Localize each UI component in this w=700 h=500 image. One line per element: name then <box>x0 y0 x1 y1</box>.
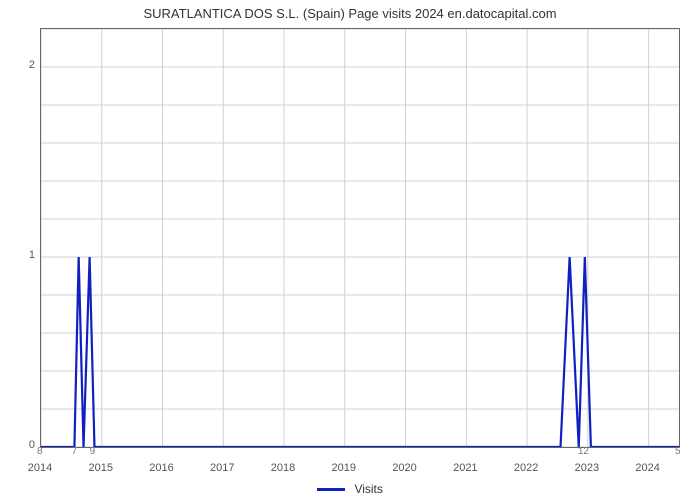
y-tick-label: 1 <box>5 249 35 261</box>
y-tick-label: 0 <box>5 439 35 451</box>
data-point-label: 12 <box>578 446 589 457</box>
x-tick-label: 2016 <box>142 462 182 474</box>
data-point-label: 5 <box>675 446 681 457</box>
legend: Visits <box>0 482 700 496</box>
x-tick-label: 2015 <box>81 462 121 474</box>
x-tick-label: 2019 <box>324 462 364 474</box>
grid-lines <box>41 29 679 447</box>
x-tick-label: 2020 <box>385 462 425 474</box>
x-tick-label: 2014 <box>20 462 60 474</box>
x-tick-label: 2022 <box>506 462 546 474</box>
plot-svg <box>41 29 679 447</box>
y-tick-label: 2 <box>5 59 35 71</box>
x-tick-label: 2021 <box>445 462 485 474</box>
legend-swatch <box>317 488 345 491</box>
legend-label: Visits <box>354 482 382 496</box>
series-line-visits <box>41 257 679 447</box>
x-tick-label: 2017 <box>202 462 242 474</box>
x-tick-label: 2023 <box>567 462 607 474</box>
chart-container: SURATLANTICA DOS S.L. (Spain) Page visit… <box>0 0 700 500</box>
data-point-label: 8 <box>37 446 43 457</box>
plot-area <box>40 28 680 448</box>
data-point-label: 9 <box>90 446 96 457</box>
x-tick-label: 2018 <box>263 462 303 474</box>
chart-title: SURATLANTICA DOS S.L. (Spain) Page visit… <box>0 0 700 21</box>
data-point-label: 7 <box>72 446 78 457</box>
x-tick-label: 2024 <box>628 462 668 474</box>
